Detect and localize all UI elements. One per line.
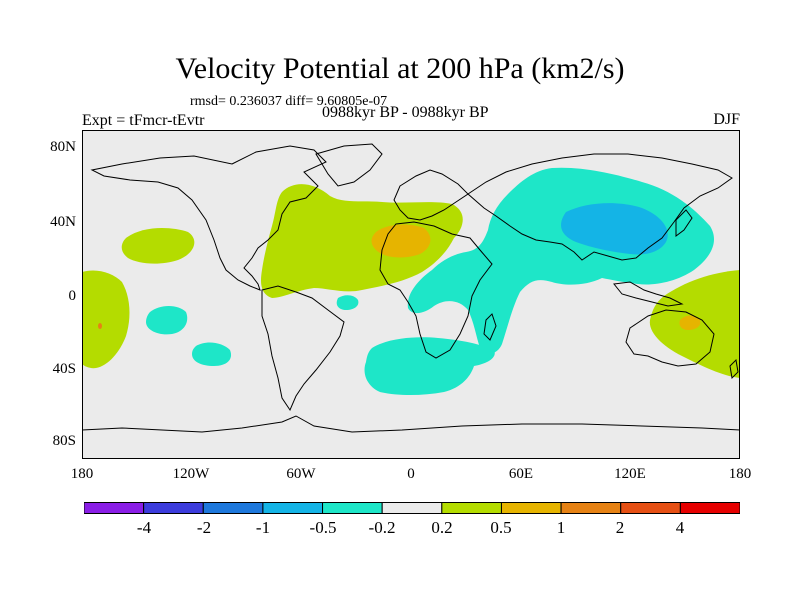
velocity-potential-map [82,130,740,459]
colorbar-label-1: 1 [556,518,566,537]
coast-north-america [90,145,327,291]
colorbar-box-5 [381,502,443,514]
contour-neg-south-atlantic-indian [364,337,495,395]
lon-label-120e: 120E [614,466,646,482]
colorbar-box-6 [441,502,502,514]
contour-pos-dot-pacific [98,323,102,329]
lat-label-80n: 80N [50,139,76,155]
contour-pos-north-atlantic-africa [261,184,463,298]
coast-asia [467,153,733,261]
coast-australia [625,309,715,367]
coast-greenland [315,143,383,187]
contour-neg-south-pacific-west [192,342,232,366]
contour-neg-asia-core [561,203,668,255]
contour-neg-south-pacific-east [146,306,188,335]
colorbar-label-2: 2 [615,518,625,537]
colorbar-label-neg1: -1 [255,518,271,537]
contour-pos-mid-sahara [371,224,431,258]
lat-label-80s: 80S [52,433,76,449]
colorbar-box-8 [560,502,622,514]
colorbar-box-7 [500,502,562,514]
colorbar-label-0p2: 0.2 [431,518,453,537]
lat-label-40n: 40N [50,214,76,230]
lon-label-60e: 60E [508,466,534,482]
coast-japan [675,209,693,237]
lon-label-180e: 180 [728,466,752,482]
coast-maritime-continent [613,281,684,307]
lon-label-120w: 120W [172,466,210,482]
period-label: 0988kyr BP - 0988kyr BP [322,104,489,121]
colorbar-label-neg4: -4 [136,518,152,537]
season-label: DJF [713,111,740,128]
coast-south-america [261,285,345,412]
colorbar-label-neg2: -2 [196,518,212,537]
contour-neg-atlantic-small [336,295,359,310]
map-frame [82,130,740,459]
contour-pos-south-pacific [82,270,130,369]
plot-title: Velocity Potential at 200 hPa (km2/s) [175,52,625,85]
coast-antarctica [82,415,740,433]
colorbar-label-4: 4 [675,518,685,537]
coast-madagascar [483,313,497,341]
coast-europe [393,169,469,221]
lon-label-0: 0 [407,466,415,482]
experiment-label: Expt = tFmcr-tEvtr [82,112,205,129]
colorbar-box-2 [202,502,264,514]
coastlines [82,143,740,433]
coast-new-zealand [729,358,739,380]
colorbar-label-neg0p2: -0.2 [368,518,396,537]
lon-label-60w: 60W [286,466,316,482]
contour-pos-mid-australia [679,315,701,330]
coast-africa [379,221,493,359]
colorbar-box-0 [84,502,145,514]
stats-label: rmsd= 0.236037 diff= 9.60805e-07 [190,94,388,109]
colorbar-box-1 [143,502,204,514]
colorbar-box-3 [262,502,324,514]
colorbar-box-10 [679,502,740,514]
colorbar [84,502,740,514]
colorbar-box-4 [322,502,383,514]
colorbar-label-neg0p5: -0.5 [309,518,337,537]
colorbar-label-0p5: 0.5 [490,518,512,537]
colorbar-boxes [84,502,740,514]
contour-pos-north-pacific [121,228,195,264]
colorbar-box-9 [620,502,681,514]
lat-label-40s: 40S [52,361,76,377]
lon-label-180w: 180 [70,466,94,482]
lat-label-eq: 0 [68,288,77,304]
